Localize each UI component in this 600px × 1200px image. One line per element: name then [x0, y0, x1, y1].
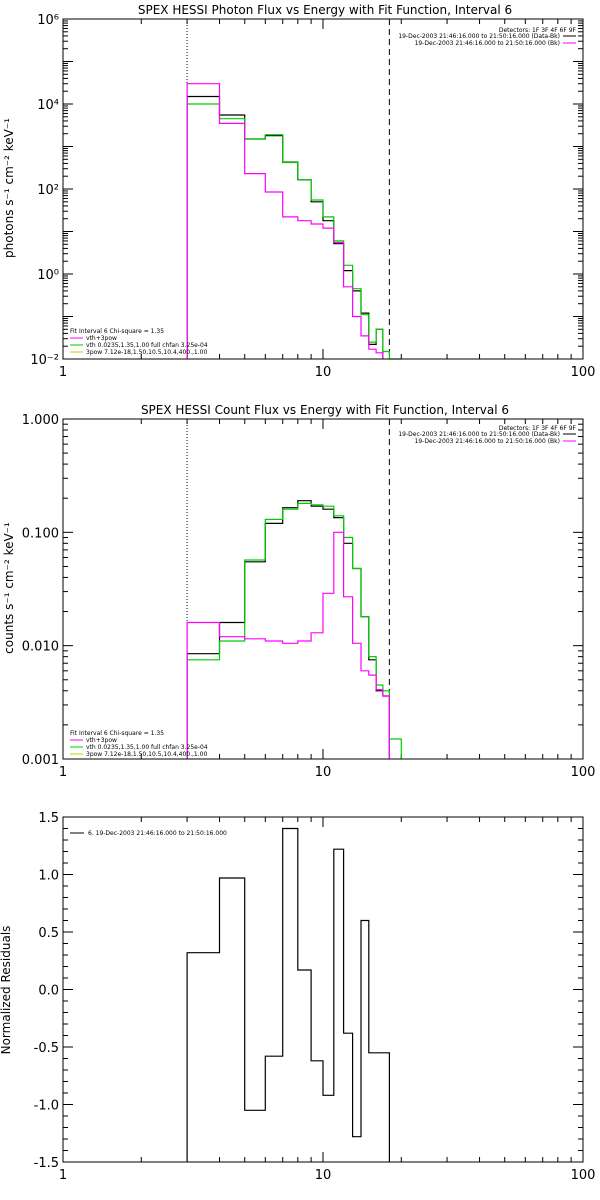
residuals-legend-entry-0: 6. 19-Dec-2003 21:46:16.000 to 21:50:16.… — [88, 830, 227, 837]
count-flux-fit-entry-0: vth+3pow — [86, 737, 117, 744]
residuals-y-tick-label: 1.0 — [38, 869, 59, 884]
residuals-y-tick-label: 0.0 — [38, 984, 59, 999]
count-flux-series-2-histogram — [186, 531, 390, 759]
count-flux-series-1-histogram — [186, 502, 402, 759]
count-flux-y-tick-label: 0.100 — [22, 526, 59, 541]
count-flux-panel: SPEX HESSI Count Flux vs Energy with Fit… — [2, 403, 595, 780]
count-flux-legend-header: Detectors: 1F 3F 4F 6F 9F — [499, 425, 577, 432]
photon-flux-plot: 1 10 100 10⁻² 10⁰ 10² 10⁴ 10⁶ — [30, 13, 595, 380]
residuals-x-tick-label: 100 — [571, 1168, 596, 1183]
count-flux-y-tick-label: 0.010 — [22, 640, 59, 655]
count-flux-legend-entry-0: 19-Dec-2003 21:46:16.000 to 21:50:16.000… — [398, 431, 560, 438]
count-flux-title: SPEX HESSI Count Flux vs Energy with Fit… — [141, 403, 509, 417]
count-flux-y-tick-label: 0.001 — [22, 753, 59, 768]
photon-flux-legend-entry-0: 19-Dec-2003 21:46:16.000 to 21:50:16.000… — [398, 33, 560, 40]
residuals-y-tick-label: 0.5 — [38, 926, 59, 941]
photon-flux-series-2-histogram — [186, 83, 384, 359]
residuals-series-0-histogram — [186, 827, 390, 1162]
residuals-y-tick-label: -0.5 — [34, 1041, 59, 1056]
photon-flux-fit-entry-2: 3pow 7.12e-18,1.50,10.5,10.4,400.,1.00 — [86, 349, 207, 356]
count-flux-fit-entry-2: 3pow 7.12e-18,1.50,10.5,10.4,400.,1.00 — [86, 751, 207, 758]
photon-flux-x-tick-label: 10 — [315, 365, 332, 380]
residuals-panel: Normalized Residuals 1 10 100 -1.5 -1.0 -0.5 0… — [0, 811, 595, 1183]
residuals-plot: 1 10 100 -1.5 -1.0 -0.5 0.0 0.5 1.0 1.5 — [34, 811, 596, 1183]
photon-flux-legend-entry-1: 19-Dec-2003 21:46:16.000 to 21:50:16.000… — [415, 40, 560, 47]
photon-flux-fit-entry-0: vth+3pow — [86, 335, 117, 342]
photon-flux-axes-frame — [62, 18, 584, 360]
photon-flux-y-tick-label: 10⁴ — [37, 98, 59, 113]
count-flux-x-tick-label: 100 — [571, 765, 596, 780]
photon-flux-fit-entry-1: vth 0.0235,1.35,1.00 full chfan 3.25e-04 — [86, 342, 208, 349]
photon-flux-ylabel: photons s⁻¹ cm⁻² keV⁻¹ — [2, 118, 16, 258]
photon-flux-x-tick-label: 1 — [59, 365, 67, 380]
residuals-x-tick-label: 10 — [315, 1168, 332, 1183]
residuals-y-tick-label: -1.5 — [34, 1156, 59, 1171]
count-flux-legend-entry-1: 19-Dec-2003 21:46:16.000 to 21:50:16.000… — [415, 438, 560, 445]
photon-flux-y-tick-label: 10⁻² — [30, 353, 59, 368]
count-flux-fit-header: Fit Interval 6 Chi-square = 1.35 — [70, 730, 164, 737]
residuals-axes-frame — [62, 816, 584, 1163]
photon-flux-x-tick-label: 100 — [571, 365, 596, 380]
photon-flux-fit-header: Fit Interval 6 Chi-square = 1.35 — [70, 328, 164, 335]
count-flux-x-tick-label: 10 — [315, 765, 332, 780]
count-flux-axes-frame — [62, 418, 584, 760]
photon-flux-y-tick-label: 10⁶ — [37, 13, 59, 28]
residuals-y-tick-label: -1.0 — [34, 1099, 59, 1114]
count-flux-x-tick-label: 1 — [59, 765, 67, 780]
photon-flux-title: SPEX HESSI Photon Flux vs Energy with Fi… — [138, 3, 512, 17]
photon-flux-y-tick-label: 10⁰ — [37, 268, 59, 283]
count-flux-plot: 1 10 100 0.001 0.010 0.100 1.000 — [22, 413, 596, 780]
count-flux-y-tick-label: 1.000 — [22, 413, 59, 428]
residuals-x-tick-label: 1 — [59, 1168, 67, 1183]
photon-flux-legend-header: Detectors: 1F 3F 4F 6F 9F — [499, 27, 577, 34]
residuals-ylabel: Normalized Residuals — [0, 926, 13, 1055]
photon-flux-panel: SPEX HESSI Photon Flux vs Energy with Fi… — [2, 3, 595, 380]
residuals-y-tick-label: 1.5 — [38, 811, 59, 826]
count-flux-fit-entry-1: vth 0.0235,1.35,1.00 full chfan 3.25e-04 — [86, 744, 208, 751]
count-flux-series-0-histogram — [186, 500, 390, 759]
photon-flux-y-tick-label: 10² — [37, 183, 59, 198]
count-flux-ylabel: counts s⁻¹ cm⁻² keV⁻¹ — [2, 522, 16, 654]
photon-flux-series-1-histogram — [186, 103, 402, 360]
